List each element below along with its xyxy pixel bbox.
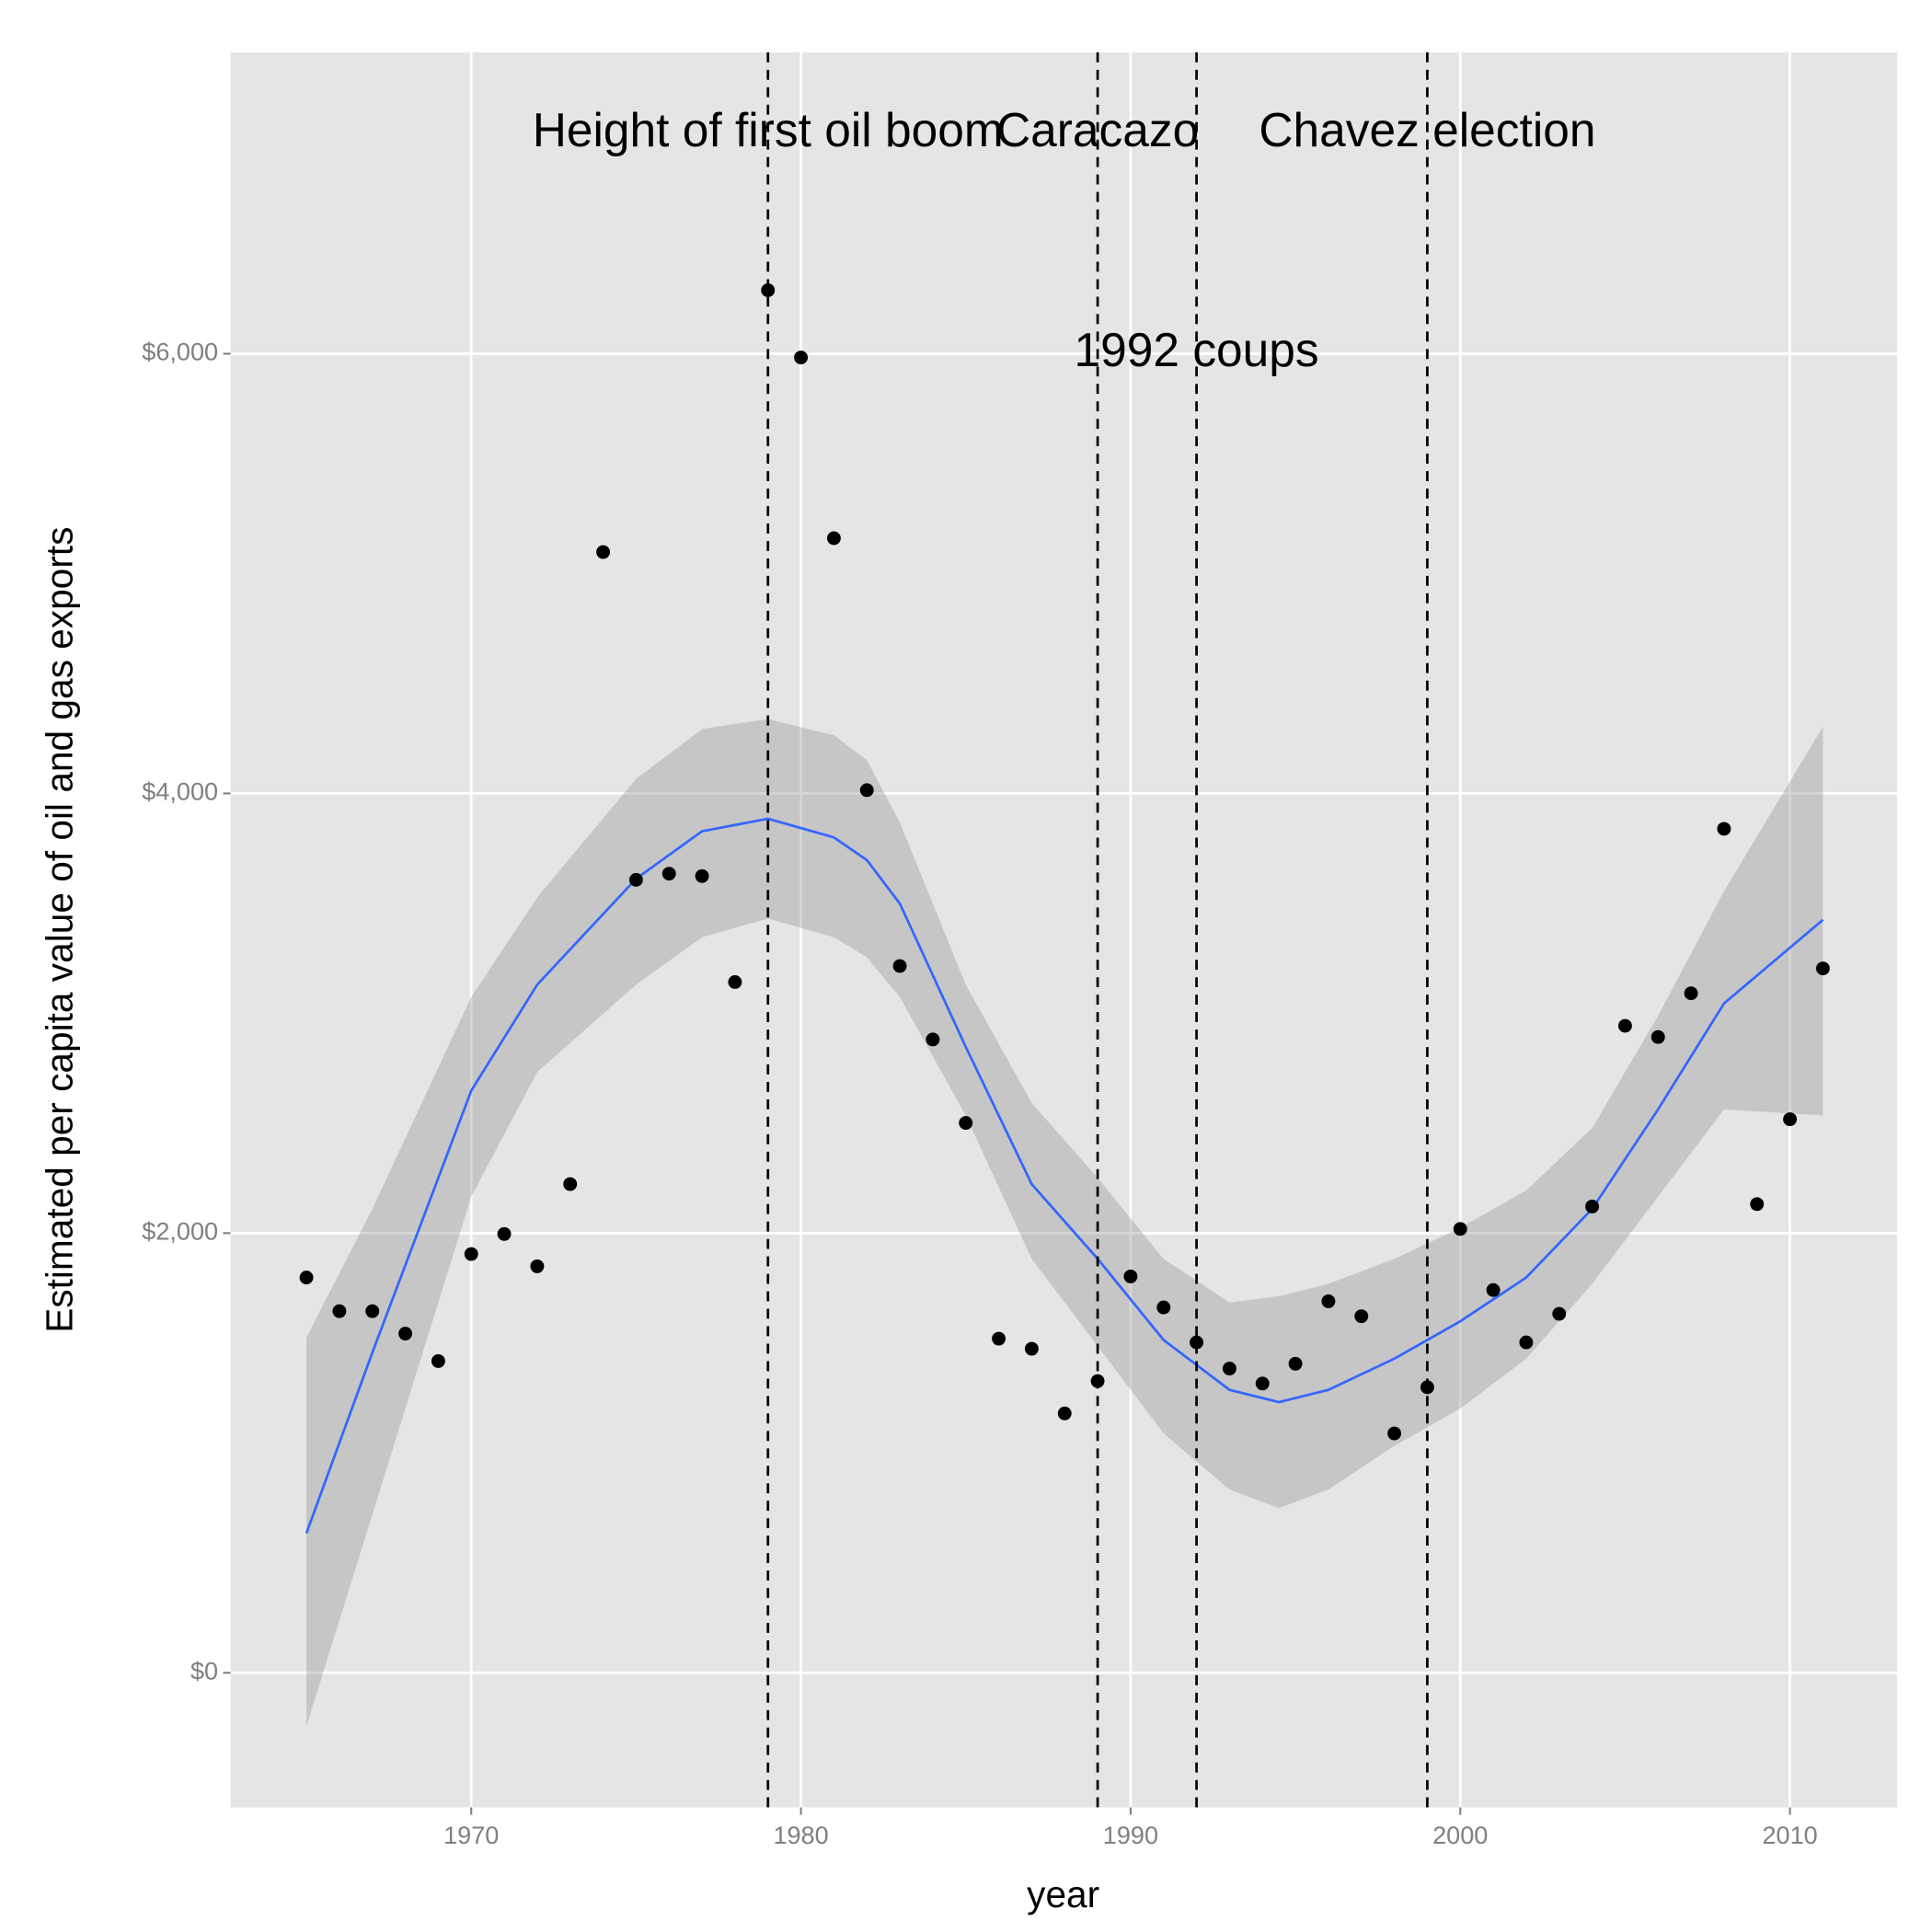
point [1156,1300,1171,1315]
point [959,1116,973,1131]
point [1650,1029,1665,1044]
y-axis-title: Estimated per capita value of oil and ga… [38,527,80,1333]
point [1354,1309,1369,1324]
point [431,1353,445,1368]
point [1222,1362,1236,1376]
x-tick-label: 2010 [1762,1821,1817,1849]
y-tick-label: $0 [190,1656,218,1685]
point [1486,1282,1501,1297]
point [1321,1294,1336,1308]
point [661,867,676,881]
smooth-line [305,817,1824,1534]
annotation: 1992 coups [1075,323,1319,376]
annotation: Caracazo [996,103,1199,156]
point [1288,1356,1303,1371]
point [1024,1341,1039,1356]
point [1585,1199,1600,1213]
point [1750,1197,1765,1212]
point [1783,1112,1798,1127]
x-tick-label: 1990 [1103,1821,1158,1849]
point [530,1259,545,1273]
y-tick-label: $2,000 [142,1217,218,1246]
point [1684,986,1698,1001]
point [497,1226,512,1241]
point [695,868,709,883]
point [563,1177,578,1191]
x-tick-label: 1980 [773,1821,828,1849]
x-axis-title: year [1027,1873,1099,1915]
x-tick-label: 1970 [443,1821,499,1849]
point [628,872,643,887]
y-tick-label: $4,000 [142,777,218,806]
annotation: Height of first oil boom [533,103,1004,156]
point [1519,1335,1534,1350]
point [398,1327,413,1341]
annotation: Chavez election [1259,103,1595,156]
point [892,959,907,973]
point [1717,822,1731,836]
point [1190,1335,1204,1350]
panel [230,52,1898,1808]
x-tick-label: 2000 [1432,1821,1488,1849]
y-tick-label: $6,000 [142,338,218,366]
point [859,783,874,798]
point [926,1032,940,1047]
point [761,283,776,297]
point [1617,1018,1632,1033]
point [992,1331,1006,1346]
point [1453,1222,1467,1236]
point [365,1304,380,1318]
point [596,545,611,559]
point [826,531,841,546]
point [1255,1376,1270,1391]
point [464,1247,478,1261]
point [1552,1306,1567,1321]
point [1815,961,1830,976]
point [332,1304,347,1318]
point [1057,1406,1072,1420]
point [299,1271,314,1285]
point [728,975,742,989]
point [1387,1426,1402,1441]
point [1123,1269,1138,1283]
point [794,351,809,365]
